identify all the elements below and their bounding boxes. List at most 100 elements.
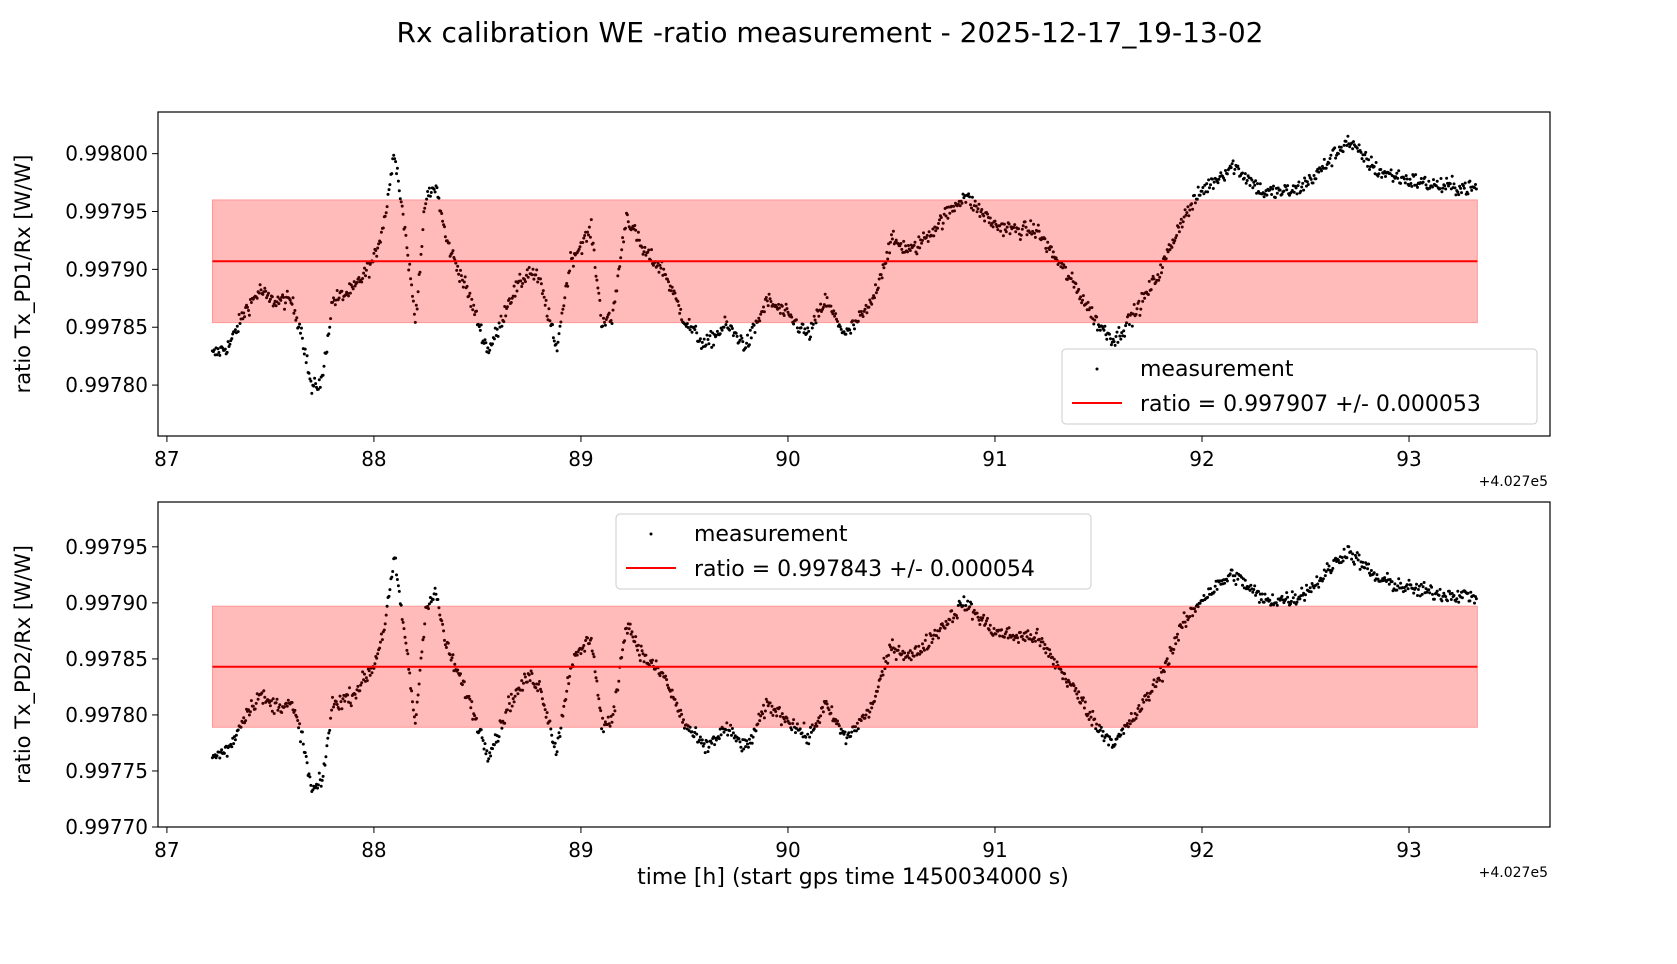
- measurement-point: [368, 673, 372, 677]
- measurement-point: [522, 681, 525, 685]
- measurement-point: [1125, 321, 1128, 325]
- measurement-point: [247, 713, 251, 717]
- measurement-point: [1109, 343, 1113, 347]
- measurement-point: [1007, 222, 1011, 226]
- measurement-point: [1274, 601, 1278, 605]
- measurement-point: [484, 752, 488, 756]
- measurement-point: [460, 683, 464, 687]
- measurement-point: [1368, 168, 1371, 171]
- measurement-point: [790, 315, 794, 319]
- measurement-point: [1004, 230, 1008, 234]
- measurement-point: [529, 669, 533, 673]
- measurement-point: [774, 710, 778, 713]
- measurement-point: [1434, 184, 1438, 188]
- measurement-point: [1208, 186, 1211, 190]
- measurement-point: [376, 246, 380, 250]
- measurement-point: [677, 304, 681, 307]
- measurement-point: [407, 667, 411, 671]
- measurement-point: [930, 641, 934, 644]
- measurement-point: [778, 311, 782, 315]
- measurement-point: [884, 261, 888, 265]
- measurement-point: [1455, 597, 1459, 601]
- measurement-point: [953, 209, 956, 213]
- measurement-point: [586, 636, 589, 640]
- measurement-point: [861, 713, 865, 717]
- x-tick-label: 88: [361, 447, 386, 471]
- legend-label-measurement: measurement: [1140, 357, 1294, 382]
- measurement-point: [610, 720, 614, 724]
- measurement-point: [906, 244, 910, 247]
- measurement-point: [726, 733, 730, 737]
- measurement-point: [361, 670, 365, 674]
- measurement-point: [379, 240, 382, 244]
- measurement-point: [343, 699, 347, 703]
- measurement-point: [832, 309, 836, 313]
- measurement-point: [1140, 707, 1144, 711]
- measurement-point: [725, 721, 729, 725]
- measurement-point: [1119, 733, 1123, 737]
- measurement-point: [848, 328, 852, 332]
- measurement-point: [375, 656, 379, 660]
- measurement-point: [970, 195, 974, 199]
- measurement-point: [1419, 582, 1423, 586]
- measurement-point: [1152, 678, 1156, 682]
- measurement-point: [239, 725, 243, 729]
- measurement-point: [971, 208, 975, 212]
- measurement-point: [931, 637, 935, 641]
- measurement-point: [1157, 278, 1161, 282]
- measurement-point: [906, 654, 909, 658]
- x-tick-label: 88: [361, 838, 386, 862]
- measurement-point: [961, 604, 965, 608]
- measurement-point: [932, 234, 936, 238]
- measurement-point: [1286, 595, 1290, 599]
- measurement-point: [1268, 188, 1272, 192]
- measurement-point: [415, 307, 419, 311]
- measurement-point: [1179, 217, 1183, 221]
- measurement-point: [821, 710, 825, 714]
- measurement-point: [889, 645, 892, 649]
- measurement-point: [1088, 710, 1092, 714]
- measurement-point: [762, 703, 765, 707]
- measurement-point: [447, 241, 451, 245]
- measurement-point: [482, 747, 486, 751]
- measurement-point: [236, 330, 240, 334]
- measurement-point: [1470, 188, 1474, 192]
- measurement-point: [595, 278, 599, 282]
- measurement-point: [1399, 181, 1403, 185]
- measurement-point: [492, 337, 496, 341]
- measurement-point: [456, 264, 460, 268]
- measurement-point: [560, 311, 564, 315]
- measurement-point: [1297, 180, 1301, 184]
- measurement-point: [431, 598, 435, 601]
- measurement-point: [422, 210, 426, 214]
- measurement-point: [1175, 234, 1179, 237]
- measurement-point: [972, 608, 976, 612]
- measurement-point: [509, 301, 513, 304]
- measurement-point: [754, 729, 758, 733]
- measurement-point: [1360, 157, 1364, 161]
- measurement-point: [817, 314, 821, 318]
- measurement-point: [242, 716, 246, 720]
- measurement-point: [730, 327, 734, 330]
- measurement-point: [1336, 558, 1340, 562]
- measurement-point: [596, 286, 600, 290]
- measurement-point: [819, 302, 823, 306]
- measurement-point: [591, 652, 595, 656]
- measurement-point: [633, 640, 637, 644]
- measurement-point: [853, 327, 856, 331]
- measurement-point: [429, 600, 433, 604]
- measurement-point: [740, 749, 744, 753]
- measurement-point: [367, 275, 371, 279]
- measurement-point: [1358, 567, 1362, 571]
- measurement-point: [1048, 248, 1052, 252]
- measurement-point: [678, 311, 682, 315]
- measurement-point: [759, 312, 763, 316]
- measurement-point: [383, 622, 387, 626]
- measurement-point: [286, 698, 290, 702]
- measurement-point: [327, 332, 331, 336]
- measurement-point: [628, 622, 632, 626]
- measurement-point: [1020, 227, 1024, 231]
- measurement-point: [1098, 328, 1102, 332]
- measurement-point: [328, 325, 332, 329]
- measurement-point: [1114, 335, 1118, 338]
